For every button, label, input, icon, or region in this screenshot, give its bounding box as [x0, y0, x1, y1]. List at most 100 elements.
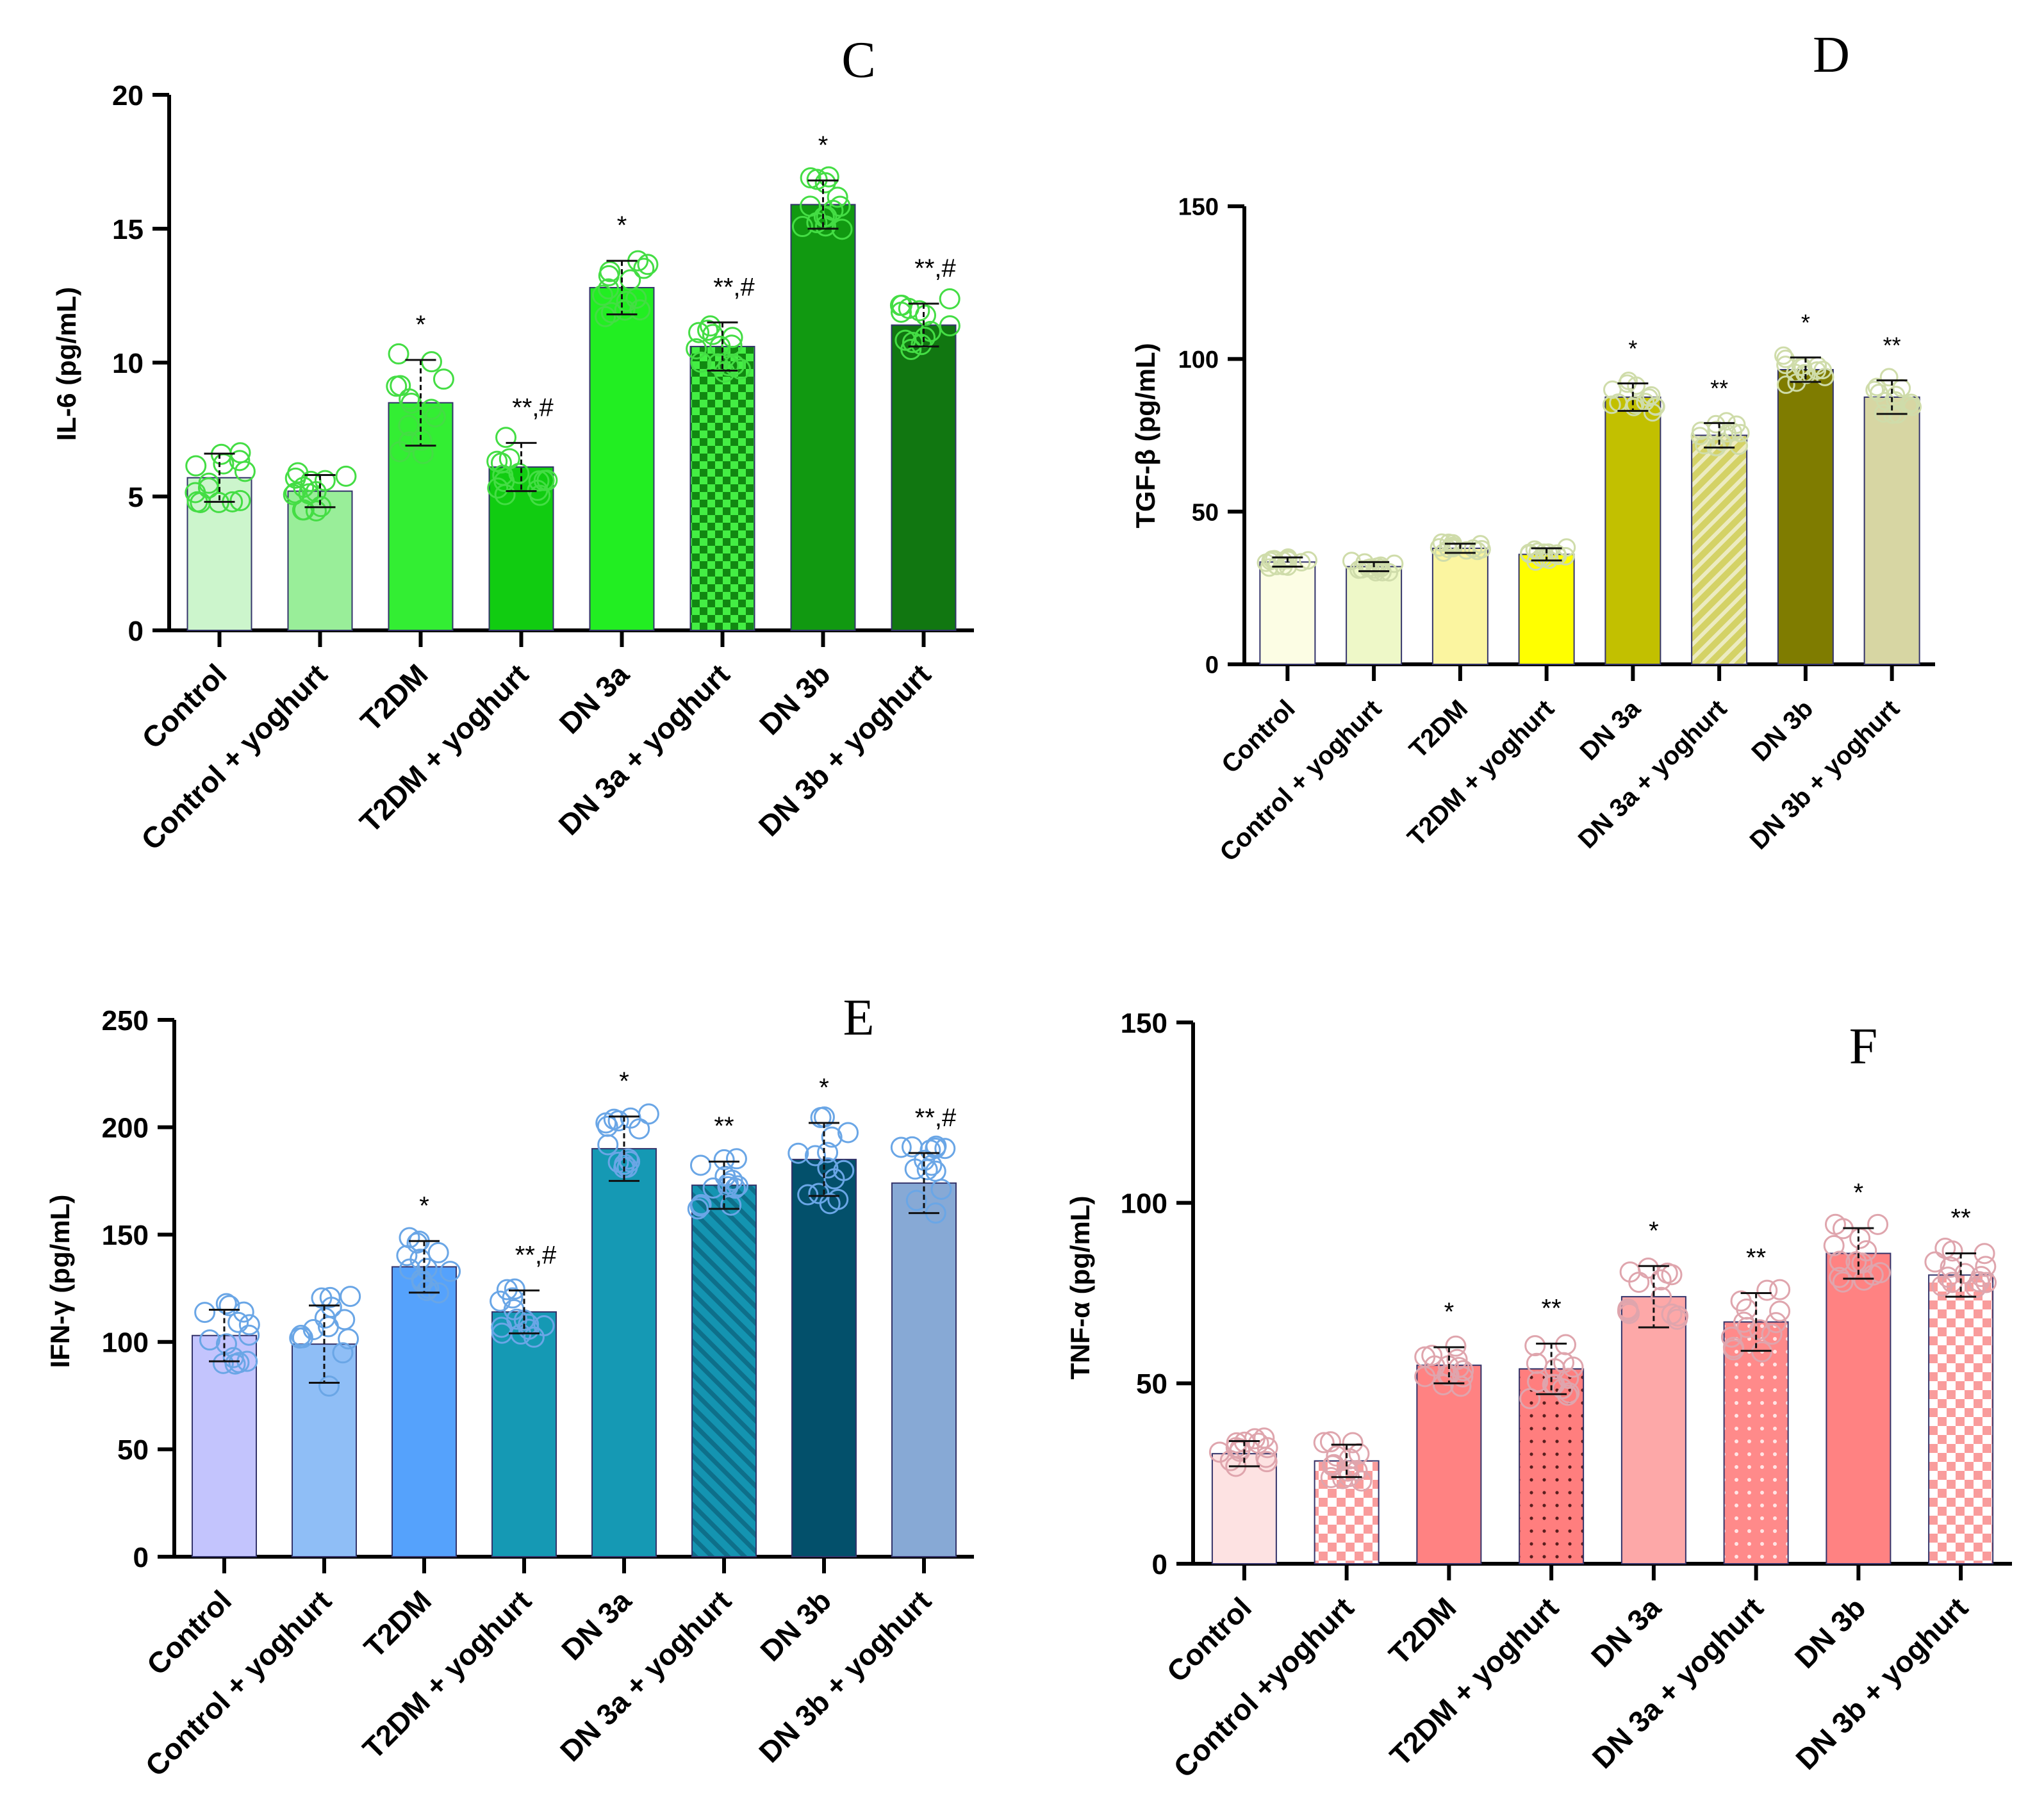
significance-label-e: **,# [915, 1104, 957, 1132]
category-label-d: Control + yoghurt [1214, 694, 1387, 867]
panel-letter-f: F [1849, 1019, 1878, 1075]
bar-e-7 [792, 1160, 856, 1557]
bar-e-5 [592, 1149, 656, 1557]
y-tick-label: 100 [102, 1327, 149, 1359]
category-label-e: DN 3a + yoghurt [554, 1584, 738, 1767]
y-tick-label: 150 [1178, 194, 1219, 221]
y-tick-label: 100 [1121, 1188, 1167, 1220]
y-axis-title-ifn-gamma: IFN-γ (pg/mL) [45, 1195, 75, 1368]
bar-d-8 [1865, 397, 1920, 664]
category-label-e: DN 3b [754, 1584, 837, 1668]
y-tick-label: 250 [102, 1005, 149, 1037]
category-label-d: T2DM + yoghurt [1402, 694, 1560, 852]
category-label-f: DN 3b [1788, 1591, 1872, 1675]
bar-c-8 [892, 325, 956, 630]
y-tick-label: 0 [1205, 652, 1219, 679]
significance-label-c: **,# [713, 273, 755, 301]
y-tick-label: 0 [133, 1542, 149, 1573]
bar-d-5 [1605, 397, 1660, 664]
category-label-f: DN 3a [1585, 1591, 1667, 1673]
data-point-e [891, 1138, 911, 1157]
category-label-c: DN 3b + yoghurt [752, 657, 937, 842]
y-tick-label: 10 [112, 348, 144, 379]
significance-label-f: * [1444, 1298, 1455, 1326]
significance-label-d: * [1801, 309, 1810, 336]
significance-label-c: * [818, 131, 829, 160]
data-point-e [639, 1104, 658, 1124]
category-label-d: DN 3b [1746, 694, 1818, 767]
category-label-c: T2DM [354, 657, 434, 737]
significance-label-e: * [419, 1192, 429, 1220]
bar-d-1 [1260, 562, 1315, 664]
data-point-f [1770, 1302, 1790, 1321]
significance-label-c: **,# [914, 254, 956, 283]
y-tick-label: 150 [102, 1220, 149, 1251]
bar-f-4 [1519, 1369, 1583, 1564]
bar-d-2 [1346, 566, 1401, 664]
panel-letter-c: C [841, 32, 875, 88]
bar-f-7 [1826, 1254, 1890, 1564]
data-point-c [434, 370, 453, 389]
data-point-f [1936, 1239, 1955, 1258]
data-point-c [940, 289, 959, 308]
significance-label-f: ** [1951, 1204, 1971, 1233]
data-point-e [691, 1156, 710, 1175]
data-point-c [621, 270, 640, 290]
panel-letter-d: D [1813, 27, 1850, 83]
significance-label-e: * [619, 1067, 629, 1095]
category-label-f: DN 3a + yoghurt [1586, 1591, 1770, 1775]
bar-c-2 [288, 491, 352, 630]
significance-label-e: * [819, 1074, 829, 1102]
significance-label-f: ** [1746, 1244, 1766, 1272]
category-label-e: Control + yoghurt [139, 1584, 338, 1783]
data-point-f [1824, 1236, 1843, 1255]
y-tick-label: 50 [117, 1434, 149, 1466]
bar-f-5 [1622, 1297, 1686, 1564]
significance-label-d: ** [1883, 332, 1901, 359]
category-label-e: T2DM [358, 1584, 438, 1664]
y-axis-title-tnf-alpha: TNF-α (pg/mL) [1065, 1195, 1095, 1379]
bar-e-4 [492, 1312, 556, 1557]
significance-label-f: ** [1542, 1294, 1562, 1322]
data-point-f [1770, 1280, 1790, 1299]
significance-label-f: * [1854, 1179, 1864, 1207]
data-point-c [336, 466, 356, 486]
bar-e-3 [392, 1267, 456, 1557]
significance-label-f: * [1649, 1217, 1659, 1245]
category-label-d: DN 3a + yoghurt [1573, 694, 1733, 854]
category-label-e: DN 3a [555, 1584, 638, 1666]
category-label-e: DN 3b + yoghurt [752, 1584, 937, 1769]
bar-e-8 [892, 1183, 956, 1557]
bar-f-3 [1417, 1365, 1481, 1564]
category-label-c: DN 3a [553, 657, 636, 740]
bar-e-6 [692, 1185, 756, 1557]
data-point-c [497, 428, 516, 447]
category-label-c: Control + yoghurt [135, 657, 334, 857]
y-tick-label: 5 [128, 482, 144, 513]
panel-letter-e: E [843, 990, 875, 1046]
y-tick-label: 0 [128, 616, 144, 647]
y-tick-label: 20 [112, 80, 144, 111]
data-point-f [1526, 1336, 1545, 1356]
data-point-f [1556, 1335, 1575, 1354]
y-tick-label: 50 [1136, 1368, 1167, 1400]
category-label-f: Control +yoghurt [1167, 1591, 1360, 1783]
y-tick-label: 50 [1192, 499, 1219, 526]
data-point-f [1868, 1215, 1888, 1234]
panel-tgf-beta-chart: D TGF-β (pg/mL) 0 50 100 150 ControlControl … [1130, 27, 1935, 867]
figure-canvas: C IL-6 (pg/mL) 05101520ControlControl + … [0, 0, 2028, 1820]
bar-c-5 [590, 288, 654, 630]
data-point-c [186, 456, 206, 475]
y-tick-label: 200 [102, 1112, 149, 1144]
y-tick-label: 150 [1121, 1008, 1167, 1039]
category-label-d: Control [1216, 694, 1301, 779]
y-axis-title-tgf-beta: TGF-β (pg/mL) [1130, 343, 1160, 528]
bar-c-6 [691, 347, 755, 630]
category-label-d: DN 3a [1574, 694, 1646, 766]
data-point-e [429, 1243, 448, 1262]
significance-label-c: * [617, 211, 627, 240]
y-tick-label: 100 [1178, 347, 1219, 373]
bar-f-8 [1929, 1275, 1993, 1564]
category-label-c: Control [135, 657, 233, 755]
